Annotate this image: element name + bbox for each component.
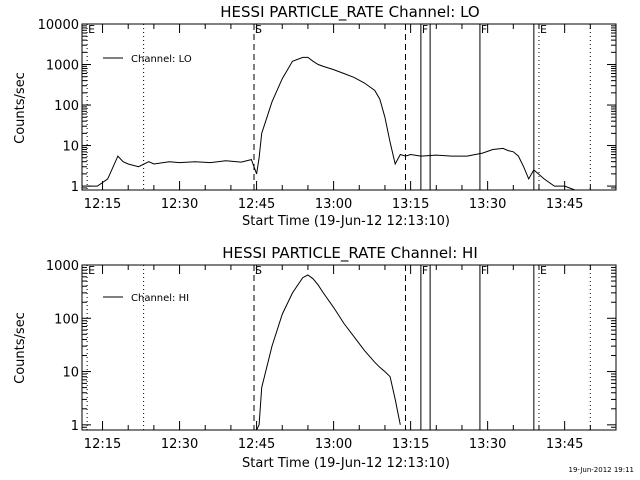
x-tick-label: 12:15 — [84, 197, 121, 212]
x-tick-label: 13:45 — [546, 197, 583, 212]
x-tick-label: 13:30 — [469, 197, 506, 212]
marker-label: E — [88, 264, 95, 277]
y-tick-label: 10000 — [38, 18, 79, 33]
marker-label: S — [255, 264, 262, 277]
panel-lo-title: HESSI PARTICLE_RATE Channel: LO — [220, 3, 479, 22]
panel-hi-ylabel: Counts/sec — [13, 312, 28, 384]
panel-lo-xlabel: Start Time (19-Jun-12 12:13:10) — [242, 214, 450, 229]
x-tick-label: 12:30 — [161, 437, 198, 452]
y-tick-label: 1000 — [46, 59, 79, 74]
marker-label: F — [422, 23, 428, 36]
panel-lo-ylabel: Counts/sec — [13, 72, 28, 144]
marker-label: F — [481, 264, 487, 277]
marker-label: E — [88, 23, 95, 36]
marker-label: E — [540, 264, 547, 277]
marker-label: F — [481, 23, 487, 36]
x-tick-label: 12:30 — [161, 197, 198, 212]
y-tick-label: 100 — [54, 312, 79, 327]
x-tick-label: 12:45 — [238, 437, 275, 452]
panel-lo-legend: Channel: LO — [103, 54, 192, 65]
legend-label-lo: Channel: LO — [131, 54, 192, 65]
series-line — [256, 274, 401, 431]
x-tick-label: 13:15 — [392, 437, 429, 452]
y-tick-label: 100 — [54, 99, 79, 114]
panel-lo-axes: 12:15 12:30 12:45 13:00 13:15 13:30 13:45 1 10 10… — [38, 18, 617, 212]
y-tick-label: 1 — [71, 180, 79, 195]
plot-frame — [81, 264, 617, 431]
panel-hi: HESSI PARTICLE_RATE Channel: HI Counts/s… — [13, 244, 617, 471]
x-tick-label: 12:45 — [238, 197, 275, 212]
x-tick-label: 13:00 — [315, 197, 352, 212]
x-tick-label: 13:15 — [392, 197, 429, 212]
panel-hi-legend: Channel: HI — [103, 293, 189, 304]
y-tick-label: 10 — [62, 140, 79, 155]
y-tick-label: 1 — [71, 419, 79, 434]
panel-hi-axes: 12:15 12:30 12:45 13:00 13:15 13:30 13:45 1 10 10… — [46, 259, 617, 452]
x-tick-label: 13:30 — [469, 437, 506, 452]
marker-label: E — [540, 23, 547, 36]
panel-lo: HESSI PARTICLE_RATE Channel: LO Counts/s… — [13, 3, 617, 229]
x-tick-label: 12:15 — [84, 437, 121, 452]
x-tick-label: 13:00 — [315, 437, 352, 452]
x-tick-label: 13:45 — [546, 437, 583, 452]
plot-frame — [81, 23, 617, 191]
panel-hi-xlabel: Start Time (19-Jun-12 12:13:10) — [242, 456, 450, 471]
legend-label-hi: Channel: HI — [131, 293, 189, 304]
timestamp: 19-Jun-2012 19:11 — [569, 466, 635, 474]
marker-label: S — [255, 23, 262, 36]
series-line — [87, 56, 616, 191]
y-tick-label: 10 — [62, 366, 79, 381]
panel-hi-title: HESSI PARTICLE_RATE Channel: HI — [222, 244, 478, 263]
marker-label: F — [422, 264, 428, 277]
y-tick-label: 1000 — [46, 259, 79, 274]
